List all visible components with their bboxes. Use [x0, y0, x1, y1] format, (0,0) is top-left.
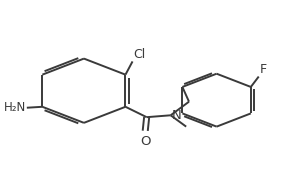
Text: N: N: [172, 109, 182, 122]
Text: Cl: Cl: [133, 48, 146, 61]
Text: F: F: [260, 63, 267, 76]
Text: O: O: [140, 135, 151, 148]
Text: H₂N: H₂N: [4, 101, 26, 114]
